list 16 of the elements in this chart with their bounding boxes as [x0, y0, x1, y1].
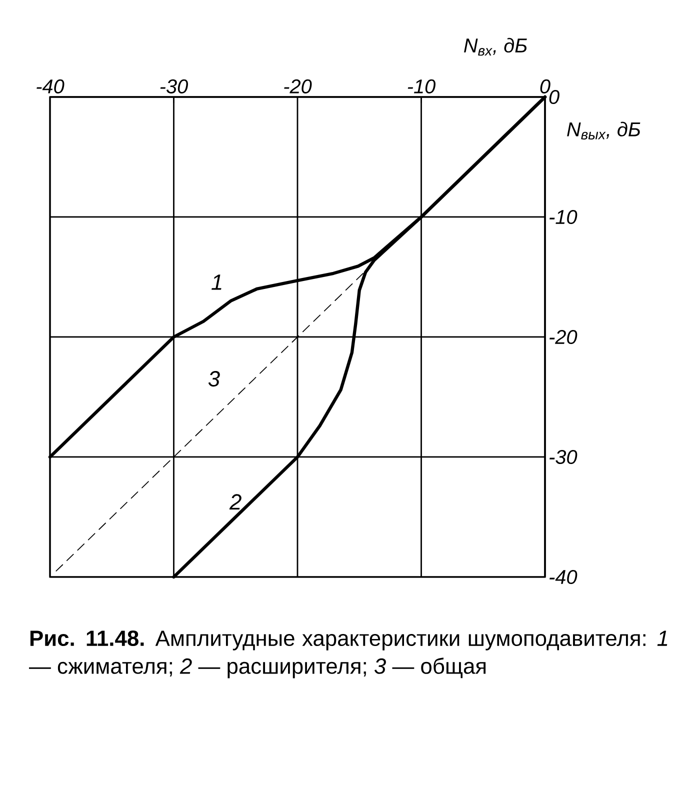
- x-tick-label: -10: [408, 79, 436, 94]
- y-tick-label: -30: [550, 450, 578, 464]
- y-tick-label: -10: [550, 210, 578, 224]
- y-tick-label: -40: [550, 570, 578, 584]
- x-axis-title: N$_{вх}$, дБ: [464, 38, 527, 56]
- x-tick-label: -30: [160, 79, 188, 94]
- series-label: 3: [208, 371, 220, 387]
- x-tick-label: -20: [284, 79, 312, 94]
- x-tick-label: 0: [540, 79, 550, 94]
- y-tick-label: -20: [550, 330, 578, 344]
- chart-title: Рис. 11.48. Амплитудные характеристики шумоподавителя: 1 — сжимателя; 2 — расширителя; 3 — общая: [28, 630, 668, 678]
- x-tick-label: -40: [36, 79, 64, 94]
- series-label: 1: [212, 274, 222, 290]
- y-axis-title: N$_{вых}$, дБ: [567, 122, 640, 140]
- series-label: 2: [229, 494, 242, 510]
- y-tick-label: 0: [549, 90, 560, 104]
